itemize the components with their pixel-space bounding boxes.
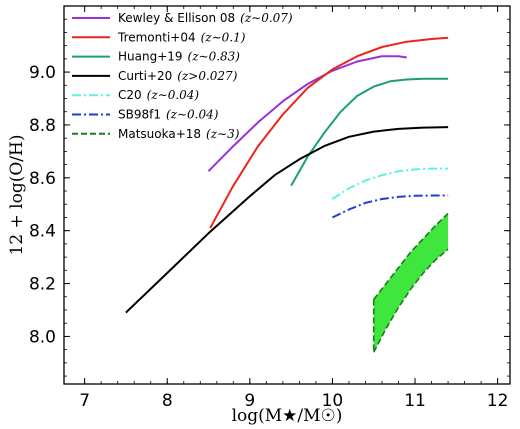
ticks-layer bbox=[64, 6, 510, 384]
legend-redshift: (z∼3) bbox=[206, 127, 240, 141]
legend-redshift: (z∼0.07) bbox=[240, 11, 293, 25]
legend-label: Matsuoka+18 bbox=[118, 127, 201, 141]
legend-item: Huang+19 (z∼0.83) bbox=[72, 50, 240, 64]
matsuoka-band-lower-edge bbox=[373, 248, 449, 353]
tick-labels-layer: 7 8 9 10 11 12 8.0 8.2 8.4 8.6 8.8 9.0 bbox=[29, 63, 508, 411]
x-tick-label: 8 bbox=[162, 391, 173, 411]
plot-frame bbox=[63, 5, 511, 385]
legend-redshift: (z∼0.1) bbox=[201, 30, 246, 44]
y-tick-label: 8.8 bbox=[29, 116, 56, 136]
legend-item: Tremonti+04 (z∼0.1) bbox=[72, 30, 246, 44]
x-tick-label: 12 bbox=[487, 391, 509, 411]
y-tick-label: 8.2 bbox=[29, 275, 56, 295]
legend-label: C20 bbox=[118, 88, 142, 102]
series-line-4 bbox=[331, 167, 449, 200]
legend-label: Tremonti+04 bbox=[117, 30, 196, 44]
legend-redshift: (z∼0.83) bbox=[188, 50, 241, 64]
y-axis-label: 12 + log(O/H) bbox=[7, 135, 27, 256]
legend-item: SB98f1 (z∼0.04) bbox=[72, 108, 219, 122]
y-tick-label: 8.0 bbox=[29, 327, 56, 347]
legend-redshift: (z>0.027) bbox=[177, 69, 237, 83]
y-tick-label: 8.4 bbox=[29, 222, 56, 242]
legend-item: Kewley & Ellison 08 (z∼0.07) bbox=[72, 11, 293, 25]
matsuoka-band-upper-edge bbox=[373, 212, 449, 300]
legend-label: Kewley & Ellison 08 bbox=[118, 11, 235, 25]
legend-label: Curti+20 bbox=[118, 69, 172, 83]
legend: Kewley & Ellison 08 (z∼0.07) Tremonti+04 (z… bbox=[72, 11, 293, 141]
series-line-0 bbox=[207, 55, 407, 172]
series-line-2 bbox=[290, 77, 449, 187]
legend-redshift: (z∼0.04) bbox=[166, 108, 219, 122]
x-axis-label: log(M★/M☉) bbox=[232, 406, 343, 426]
legend-label: SB98f1 bbox=[118, 108, 161, 122]
series-line-1 bbox=[209, 36, 449, 229]
y-tick-label: 9.0 bbox=[29, 63, 56, 83]
legend-item: Matsuoka+18 (z∼3) bbox=[72, 127, 240, 141]
y-tick-label: 8.6 bbox=[29, 169, 56, 189]
legend-item: C20 (z∼0.04) bbox=[72, 88, 199, 102]
legend-item: Curti+20 (z>0.027) bbox=[72, 69, 238, 83]
x-tick-label: 11 bbox=[404, 391, 426, 411]
x-tick-label: 10 bbox=[322, 391, 344, 411]
legend-label: Huang+19 bbox=[118, 50, 183, 64]
series-line-3 bbox=[125, 126, 449, 314]
band-layer bbox=[372, 212, 449, 353]
x-tick-label: 9 bbox=[244, 391, 255, 411]
series-line-5 bbox=[331, 194, 449, 219]
series-layer bbox=[125, 36, 449, 314]
legend-redshift: (z∼0.04) bbox=[147, 88, 200, 102]
x-tick-label: 7 bbox=[79, 391, 90, 411]
